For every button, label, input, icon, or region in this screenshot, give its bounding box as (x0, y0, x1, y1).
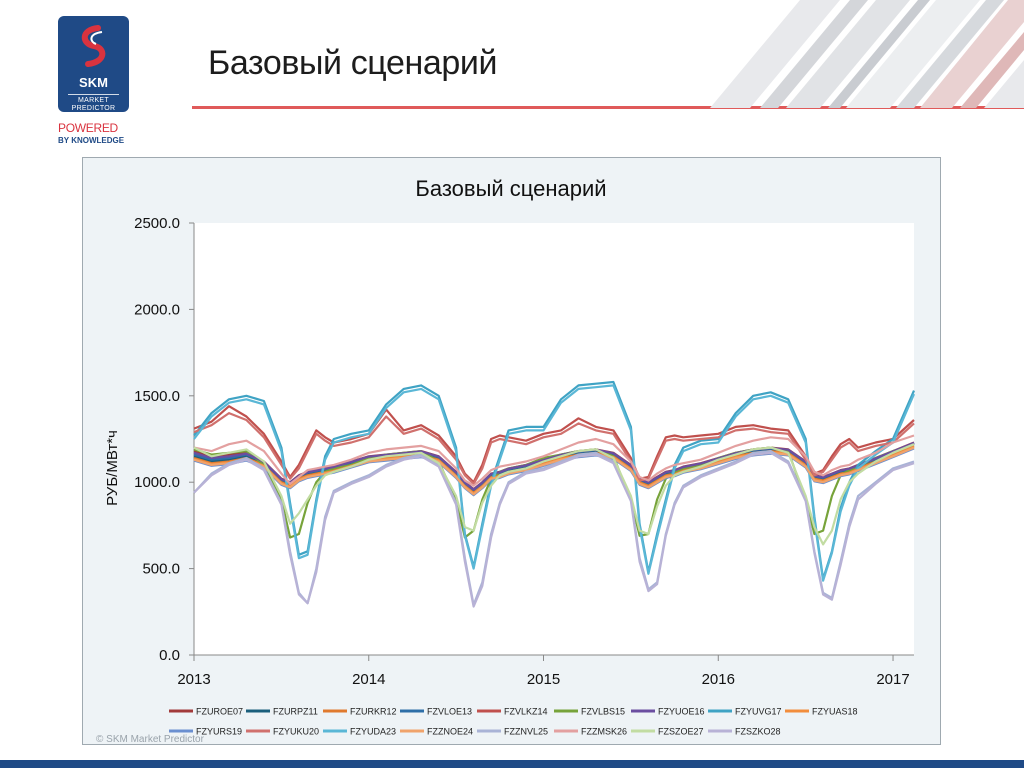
logo-wordmark: SKM (79, 75, 108, 90)
legend-label-fzvlkz14: FZVLKZ14 (504, 707, 548, 717)
y-tick-label: 1500.0 (134, 388, 180, 405)
legend-label-fzyuoe16: FZYUOE16 (658, 707, 705, 717)
axis-ticks: 0.0 500.0 1000.0 1500.0 2000.0 2500.0 2013 2014… (134, 215, 910, 688)
legend-label-fzurpz11: FZURPZ11 (273, 707, 318, 717)
legend-label-fzyuvg17: FZYUVG17 (735, 707, 782, 717)
legend-label-fzszoe27: FZSZOE27 (658, 727, 704, 737)
legend-label-fzvloe13: FZVLOE13 (427, 707, 472, 717)
legend-label-fzyuku20: FZYUKU20 (273, 727, 319, 737)
skm-logo: SKM MARKET PREDICTOR (58, 16, 129, 112)
y-tick-label: 1000.0 (134, 474, 180, 491)
y-tick-label: 0.0 (159, 647, 180, 664)
legend-label-fzszko28: FZSZKO28 (735, 727, 781, 737)
legend-label-fzznoe24: FZZNOE24 (427, 727, 473, 737)
series-lines (193, 380, 916, 608)
line-chart: Базовый сценарий РУБ/МВт*ч 0.0 500.0 1000.… (104, 176, 916, 737)
logo-divider (68, 94, 119, 95)
x-tick-label: 2013 (177, 671, 210, 688)
legend-label-fzuroe07: FZUROE07 (196, 707, 243, 717)
legend-label-fzyuas18: FZYUAS18 (812, 707, 858, 717)
chart-panel: Базовый сценарий РУБ/МВт*ч 0.0 500.0 1000.… (82, 157, 941, 745)
decorative-stripes (710, 0, 1024, 108)
chart-title: Базовый сценарий (415, 176, 606, 201)
series-line-fzzmsk26 (193, 434, 915, 487)
title-divider (192, 106, 1024, 109)
logo-subtitle-line-2: PREDICTOR (71, 105, 116, 112)
page-title: Базовый сценарий (208, 44, 498, 82)
chart-legend: FZUROE07 FZURPZ11 FZURKR12 FZVLOE13 FZVLKZ14… (169, 707, 858, 737)
legend-label-fzurkr12: FZURKR12 (350, 707, 397, 717)
y-tick-label: 2000.0 (134, 301, 180, 318)
x-tick-label: 2015 (527, 671, 560, 688)
y-tick-label: 500.0 (142, 561, 180, 578)
series-line-fzszko28 (193, 451, 915, 608)
copyright-text: © SKM Market Predictor (96, 734, 204, 745)
legend-label-fzyurs19: FZYURS19 (196, 727, 242, 737)
logo-subtitle-line-1: MARKET (78, 97, 109, 104)
legend-label-fzznvl25: FZZNVL25 (504, 727, 548, 737)
logo-subtitle: MARKET PREDICTOR (58, 97, 129, 113)
bottom-bar (0, 760, 1024, 768)
skm-swirl-icon (81, 25, 106, 67)
x-tick-label: 2014 (352, 671, 385, 688)
series-line-fzszoe27 (193, 443, 915, 546)
series-line-fzyuda23 (193, 384, 916, 582)
legend-label-fzyuda23: FZYUDA23 (350, 727, 396, 737)
tagline-powered: POWERED (58, 121, 118, 135)
legend-label-fzzmsk26: FZZMSK26 (581, 727, 627, 737)
y-axis-label: РУБ/МВт*ч (104, 430, 121, 506)
y-tick-label: 2500.0 (134, 215, 180, 232)
legend-label-fzvlbs15: FZVLBS15 (581, 707, 625, 717)
x-tick-label: 2017 (876, 671, 909, 688)
tagline-knowledge: BY KNOWLEDGE (58, 136, 125, 145)
series-line-fzznoe24 (193, 446, 915, 496)
x-tick-label: 2016 (702, 671, 735, 688)
